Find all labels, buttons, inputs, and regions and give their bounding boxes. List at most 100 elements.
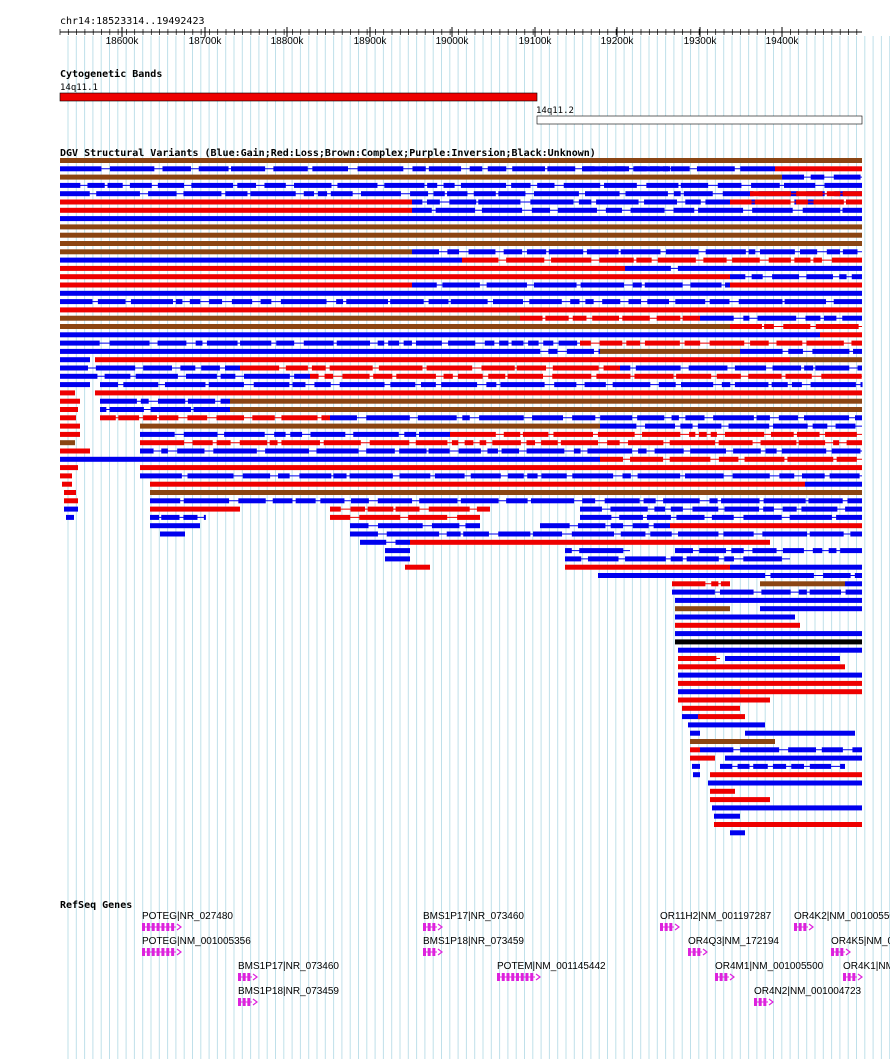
sv-block[interactable]	[220, 373, 236, 379]
sv-block[interactable]	[377, 340, 385, 346]
gene-exon[interactable]	[831, 948, 834, 956]
sv-block[interactable]	[582, 498, 596, 504]
sv-block[interactable]	[730, 274, 746, 280]
sv-block[interactable]	[528, 340, 539, 346]
sv-block[interactable]	[526, 249, 547, 255]
sv-feature[interactable]	[820, 332, 862, 338]
gene-exon[interactable]	[840, 948, 844, 956]
sv-block[interactable]	[177, 448, 205, 454]
sv-block[interactable]	[580, 282, 624, 288]
sv-block[interactable]	[60, 191, 90, 197]
sv-block[interactable]	[676, 373, 712, 379]
sv-block[interactable]	[649, 166, 668, 172]
sv-block[interactable]	[412, 166, 426, 172]
sv-block[interactable]	[507, 373, 544, 379]
gene-exon[interactable]	[156, 948, 160, 956]
sv-block[interactable]	[683, 191, 713, 197]
sv-block[interactable]	[443, 373, 453, 379]
sv-block[interactable]	[187, 398, 216, 404]
sv-block[interactable]	[626, 340, 641, 346]
sv-block[interactable]	[162, 166, 191, 172]
sv-block[interactable]	[585, 299, 594, 305]
sv-feature[interactable]	[740, 689, 862, 695]
sv-block[interactable]	[580, 506, 602, 512]
sv-block[interactable]	[663, 498, 700, 504]
sv-block[interactable]	[711, 581, 719, 587]
sv-block[interactable]	[645, 423, 676, 429]
sv-block[interactable]	[605, 207, 622, 213]
sv-block[interactable]	[511, 340, 524, 346]
sv-feature[interactable]	[150, 506, 240, 512]
sv-feature[interactable]	[775, 166, 862, 172]
sv-block[interactable]	[600, 456, 623, 462]
sv-block[interactable]	[620, 531, 646, 537]
sv-block[interactable]	[342, 373, 370, 379]
sv-block[interactable]	[486, 382, 497, 388]
sv-block[interactable]	[598, 348, 601, 354]
sv-block[interactable]	[187, 473, 234, 479]
sv-feature[interactable]	[60, 174, 782, 180]
sv-block[interactable]	[109, 407, 144, 412]
sv-block[interactable]	[470, 473, 501, 479]
sv-feature[interactable]	[60, 207, 412, 213]
sv-block[interactable]	[599, 257, 634, 263]
sv-block[interactable]	[100, 407, 107, 412]
sv-block[interactable]	[836, 514, 862, 520]
sv-block[interactable]	[272, 498, 293, 504]
sv-block[interactable]	[191, 182, 234, 188]
sv-block[interactable]	[665, 249, 699, 255]
sv-block[interactable]	[420, 382, 436, 388]
sv-block[interactable]	[634, 373, 674, 379]
sv-block[interactable]	[759, 249, 795, 255]
sv-block[interactable]	[813, 257, 822, 263]
sv-block[interactable]	[785, 373, 812, 379]
sv-block[interactable]	[782, 174, 805, 180]
sv-block[interactable]	[801, 506, 838, 512]
sv-block[interactable]	[798, 589, 807, 595]
sv-block[interactable]	[783, 324, 811, 329]
sv-block[interactable]	[751, 182, 780, 188]
sv-feature[interactable]	[405, 564, 430, 570]
gene-exon[interactable]	[520, 973, 524, 981]
sv-feature[interactable]	[730, 830, 745, 836]
sv-block[interactable]	[231, 299, 253, 305]
sv-block[interactable]	[740, 166, 775, 172]
sv-block[interactable]	[123, 382, 159, 388]
sv-block[interactable]	[243, 373, 290, 379]
sv-block[interactable]	[486, 282, 527, 288]
sv-block[interactable]	[507, 473, 524, 479]
gene-exon[interactable]	[754, 998, 757, 1006]
sv-block[interactable]	[487, 166, 507, 172]
sv-block[interactable]	[680, 423, 693, 429]
sv-block[interactable]	[419, 498, 458, 504]
sv-block[interactable]	[806, 274, 833, 280]
sv-block[interactable]	[460, 498, 499, 504]
sv-block[interactable]	[831, 257, 862, 263]
sv-block[interactable]	[630, 207, 665, 213]
sv-feature[interactable]	[64, 490, 76, 495]
sv-block[interactable]	[682, 315, 700, 321]
sv-block[interactable]	[840, 548, 862, 554]
sv-block[interactable]	[812, 548, 823, 554]
sv-feature[interactable]	[725, 656, 840, 661]
sv-block[interactable]	[390, 299, 424, 305]
sv-block[interactable]	[390, 382, 416, 388]
sv-block[interactable]	[580, 514, 612, 520]
sv-block[interactable]	[698, 207, 744, 213]
sv-block[interactable]	[826, 249, 840, 255]
sv-block[interactable]	[522, 431, 549, 437]
sv-block[interactable]	[733, 448, 761, 454]
sv-feature[interactable]	[60, 423, 80, 429]
sv-block[interactable]	[193, 407, 230, 412]
sv-block[interactable]	[447, 249, 460, 255]
sv-block[interactable]	[731, 548, 744, 554]
sv-block[interactable]	[840, 763, 845, 769]
sv-block[interactable]	[366, 415, 410, 421]
sv-block[interactable]	[647, 299, 670, 305]
sv-block[interactable]	[587, 448, 633, 454]
sv-block[interactable]	[366, 448, 395, 454]
sv-feature[interactable]	[150, 481, 805, 487]
sv-block[interactable]	[697, 423, 722, 429]
sv-block[interactable]	[520, 348, 541, 354]
gene-exon[interactable]	[530, 973, 534, 981]
